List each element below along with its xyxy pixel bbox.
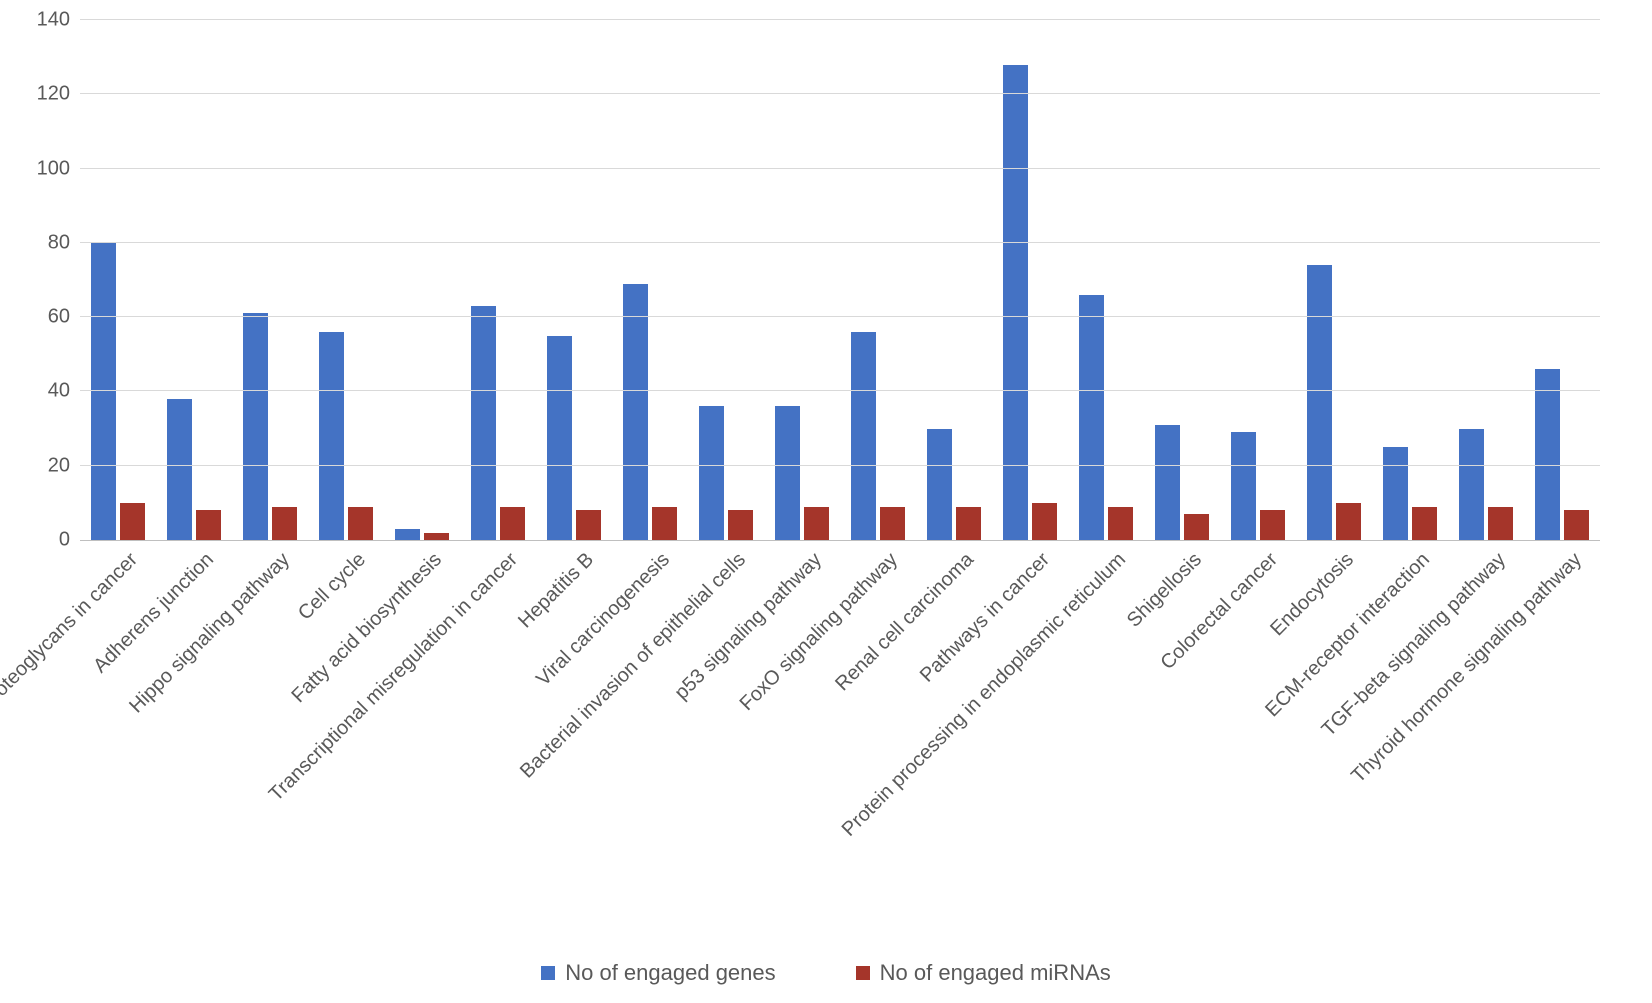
bar-genes: [243, 313, 268, 540]
pathway-bar-chart: Proteoglycans in cancerAdherens junction…: [0, 0, 1652, 1003]
bar-genes: [319, 332, 344, 540]
bar-genes: [471, 306, 496, 540]
bar-mirnas: [1108, 507, 1133, 540]
bar-mirnas: [1260, 510, 1285, 540]
category: Transcriptional misregulation in cancer: [460, 20, 536, 540]
legend-label: No of engaged genes: [565, 960, 775, 986]
bar-mirnas: [956, 507, 981, 540]
bar-mirnas: [424, 533, 449, 540]
bar-genes: [927, 429, 952, 540]
category: Thyroid hormone signaling pathway: [1524, 20, 1600, 540]
bar-genes: [699, 406, 724, 540]
gridline: [80, 316, 1600, 317]
category: Protein processing in endoplasmic reticu…: [1068, 20, 1144, 540]
bar-genes: [395, 529, 420, 540]
bar-mirnas: [576, 510, 601, 540]
ytick-label: 120: [37, 83, 80, 106]
bar-mirnas: [500, 507, 525, 540]
bar-genes: [1231, 432, 1256, 540]
bar-genes: [1155, 425, 1180, 540]
bar-genes: [167, 399, 192, 540]
bar-genes: [1459, 429, 1484, 540]
ytick-label: 100: [37, 157, 80, 180]
gridline: [80, 19, 1600, 20]
category: Proteoglycans in cancer: [80, 20, 156, 540]
bar-mirnas: [1488, 507, 1513, 540]
category: Renal cell carcinoma: [916, 20, 992, 540]
bar-genes: [1003, 65, 1028, 540]
bar-genes: [623, 284, 648, 540]
category: TGF-beta signaling pathway: [1448, 20, 1524, 540]
bar-mirnas: [272, 507, 297, 540]
gridline: [80, 93, 1600, 94]
category: ECM-receptor interaction: [1372, 20, 1448, 540]
category: Viral carcinogenesis: [612, 20, 688, 540]
bar-genes: [1079, 295, 1104, 540]
bar-genes: [851, 332, 876, 540]
bar-mirnas: [1336, 503, 1361, 540]
category: Adherens junction: [156, 20, 232, 540]
bar-genes: [775, 406, 800, 540]
category: Hippo signaling pathway: [232, 20, 308, 540]
bar-mirnas: [1412, 507, 1437, 540]
bar-mirnas: [880, 507, 905, 540]
bar-mirnas: [1564, 510, 1589, 540]
legend-label: No of engaged miRNAs: [880, 960, 1111, 986]
bar-mirnas: [652, 507, 677, 540]
category: FoxO signaling pathway: [840, 20, 916, 540]
bar-genes: [1383, 447, 1408, 540]
ytick-label: 80: [48, 231, 80, 254]
category: Pathways in cancer: [992, 20, 1068, 540]
category: Colorectal cancer: [1220, 20, 1296, 540]
category: p53 signaling pathway: [764, 20, 840, 540]
category: Hepatitis B: [536, 20, 612, 540]
category: Fatty acid biosynthesis: [384, 20, 460, 540]
gridline: [80, 168, 1600, 169]
bar-mirnas: [1032, 503, 1057, 540]
gridline: [80, 242, 1600, 243]
bar-mirnas: [728, 510, 753, 540]
category: Bacterial invasion of epithelial cells: [688, 20, 764, 540]
bar-mirnas: [196, 510, 221, 540]
legend-swatch: [856, 966, 870, 980]
ytick-label: 20: [48, 454, 80, 477]
legend-swatch: [541, 966, 555, 980]
legend-item: No of engaged miRNAs: [856, 960, 1111, 986]
category: Shigellosis: [1144, 20, 1220, 540]
bars-container: Proteoglycans in cancerAdherens junction…: [80, 20, 1600, 540]
category: Endocytosis: [1296, 20, 1372, 540]
bar-mirnas: [348, 507, 373, 540]
legend: No of engaged genes No of engaged miRNAs: [0, 960, 1652, 986]
bar-genes: [547, 336, 572, 540]
bar-mirnas: [1184, 514, 1209, 540]
bar-mirnas: [804, 507, 829, 540]
category: Cell cycle: [308, 20, 384, 540]
gridline: [80, 390, 1600, 391]
gridline: [80, 465, 1600, 466]
plot-area: Proteoglycans in cancerAdherens junction…: [80, 20, 1600, 541]
bar-genes: [1307, 265, 1332, 540]
bar-mirnas: [120, 503, 145, 540]
ytick-label: 0: [59, 529, 80, 552]
ytick-label: 60: [48, 306, 80, 329]
ytick-label: 140: [37, 9, 80, 32]
legend-item: No of engaged genes: [541, 960, 775, 986]
bar-genes: [1535, 369, 1560, 540]
ytick-label: 40: [48, 380, 80, 403]
